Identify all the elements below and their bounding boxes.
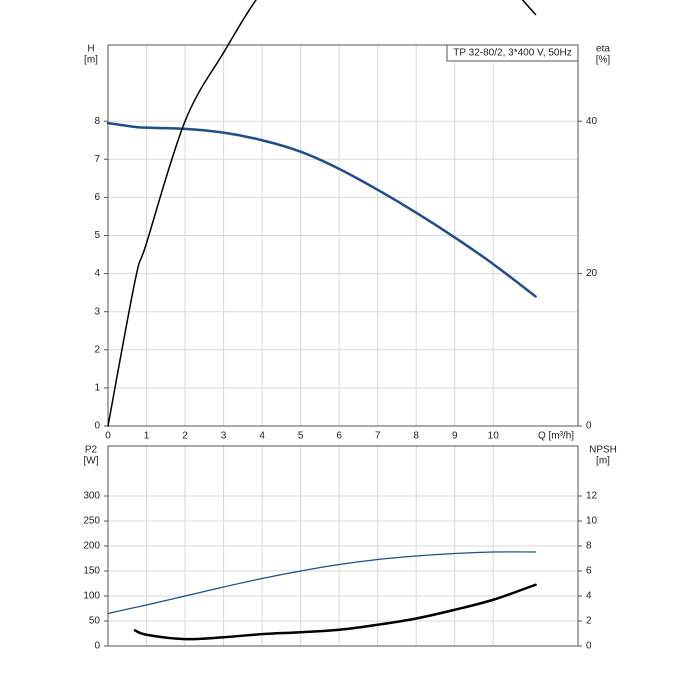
y2-tick-label: 20 bbox=[586, 268, 598, 279]
y-tick-label: 50 bbox=[89, 616, 101, 627]
y2-axis-label: [m] bbox=[596, 456, 610, 467]
x-tick-label: 3 bbox=[221, 431, 227, 442]
plot-frame bbox=[107, 445, 579, 647]
y2-tick-label: 10 bbox=[586, 516, 598, 527]
x-tick-label: 5 bbox=[298, 431, 304, 442]
y2-tick-label: 12 bbox=[586, 491, 598, 502]
y-tick-label: 0 bbox=[94, 421, 100, 432]
y2-tick-label: 4 bbox=[586, 591, 592, 602]
plot-frame bbox=[107, 44, 579, 427]
y-axis-label: [W] bbox=[84, 456, 99, 467]
curve bbox=[107, 0, 537, 427]
curve bbox=[107, 551, 537, 615]
y-tick-label: 2 bbox=[94, 344, 100, 355]
x-tick-label: 7 bbox=[375, 431, 381, 442]
y-axis-label: H bbox=[87, 44, 94, 55]
y-tick-label: 250 bbox=[83, 516, 100, 527]
y-axis-label: [m] bbox=[84, 55, 98, 66]
y-tick-label: 150 bbox=[83, 566, 100, 577]
y-tick-label: 4 bbox=[94, 268, 100, 279]
y2-tick-label: 6 bbox=[586, 566, 592, 577]
chart-title: TP 32-80/2, 3*400 V, 50Hz bbox=[453, 48, 571, 59]
x-tick-label: 0 bbox=[105, 431, 111, 442]
y2-tick-label: 8 bbox=[586, 541, 592, 552]
x-tick-label: 10 bbox=[488, 431, 500, 442]
y2-tick-label: 0 bbox=[586, 641, 592, 652]
x-tick-label: 2 bbox=[182, 431, 188, 442]
x-tick-label: 6 bbox=[336, 431, 342, 442]
x-tick-label: 4 bbox=[259, 431, 265, 442]
y2-tick-label: 40 bbox=[586, 116, 598, 127]
title-box bbox=[446, 44, 579, 62]
y-tick-label: 100 bbox=[83, 591, 100, 602]
y-tick-label: 8 bbox=[94, 116, 100, 127]
y-tick-label: 0 bbox=[94, 641, 100, 652]
x-tick-label: 8 bbox=[413, 431, 419, 442]
y-tick-label: 5 bbox=[94, 230, 100, 241]
y-tick-label: 1 bbox=[94, 383, 100, 394]
y2-axis-label: NPSH bbox=[589, 445, 617, 456]
curve bbox=[133, 583, 537, 641]
x-axis-label: Q [m³/h] bbox=[538, 431, 574, 442]
y2-axis-label: [%] bbox=[596, 55, 611, 66]
y-tick-label: 7 bbox=[94, 154, 100, 165]
y-tick-label: 300 bbox=[83, 491, 100, 502]
y-tick-label: 3 bbox=[94, 306, 100, 317]
x-tick-label: 9 bbox=[452, 431, 458, 442]
y2-tick-label: 2 bbox=[586, 616, 592, 627]
y2-tick-label: 0 bbox=[586, 421, 592, 432]
y-tick-label: 200 bbox=[83, 541, 100, 552]
y-tick-label: 6 bbox=[94, 192, 100, 203]
y2-axis-label: eta bbox=[596, 44, 610, 55]
x-tick-label: 1 bbox=[144, 431, 150, 442]
y-axis-label: P2 bbox=[85, 445, 98, 456]
curve bbox=[106, 121, 537, 298]
